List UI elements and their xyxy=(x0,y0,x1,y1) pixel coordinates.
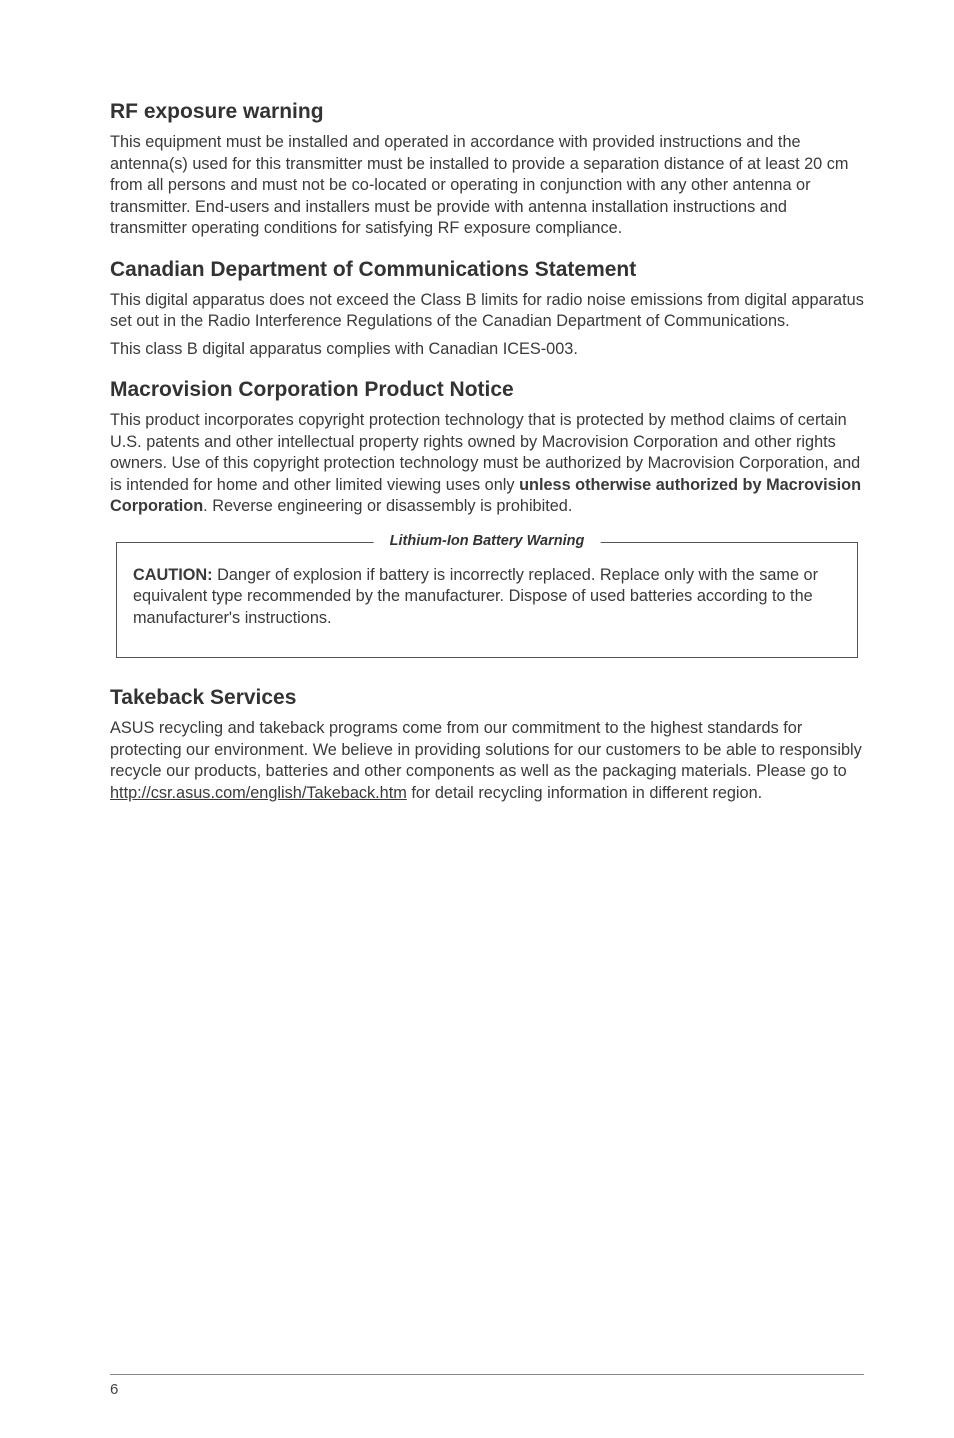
macrovision-body: This product incorporates copyright prot… xyxy=(110,410,864,518)
lithium-warning-body: CAUTION: Danger of explosion if battery … xyxy=(133,565,841,630)
takeback-link[interactable]: http://csr.asus.com/english/Takeback.htm xyxy=(110,784,407,802)
takeback-heading: Takeback Services xyxy=(110,686,864,710)
caution-label: CAUTION: xyxy=(133,566,213,584)
caution-text: Danger of explosion if battery is incorr… xyxy=(133,566,818,627)
macrovision-heading: Macrovision Corporation Product Notice xyxy=(110,378,864,402)
lithium-warning-title: Lithium-Ion Battery Warning xyxy=(374,533,601,549)
rf-exposure-heading: RF exposure warning xyxy=(110,100,864,124)
takeback-section: Takeback Services ASUS recycling and tak… xyxy=(110,686,864,804)
lithium-warning-box: Lithium-Ion Battery Warning CAUTION: Dan… xyxy=(116,542,858,659)
canadian-body2: This class B digital apparatus complies … xyxy=(110,339,864,361)
canadian-body1: This digital apparatus does not exceed t… xyxy=(110,290,864,333)
takeback-body-pre: ASUS recycling and takeback programs com… xyxy=(110,719,862,780)
rf-exposure-section: RF exposure warning This equipment must … xyxy=(110,100,864,240)
takeback-body: ASUS recycling and takeback programs com… xyxy=(110,718,864,804)
macrovision-body-post: . Reverse engineering or disassembly is … xyxy=(203,497,572,515)
page-number: 6 xyxy=(110,1381,118,1398)
macrovision-section: Macrovision Corporation Product Notice T… xyxy=(110,378,864,518)
rf-exposure-body: This equipment must be installed and ope… xyxy=(110,132,864,240)
takeback-body-post: for detail recycling information in diff… xyxy=(407,784,762,802)
canadian-section: Canadian Department of Communications St… xyxy=(110,258,864,361)
canadian-heading: Canadian Department of Communications St… xyxy=(110,258,864,282)
page-footer: 6 xyxy=(110,1374,864,1398)
